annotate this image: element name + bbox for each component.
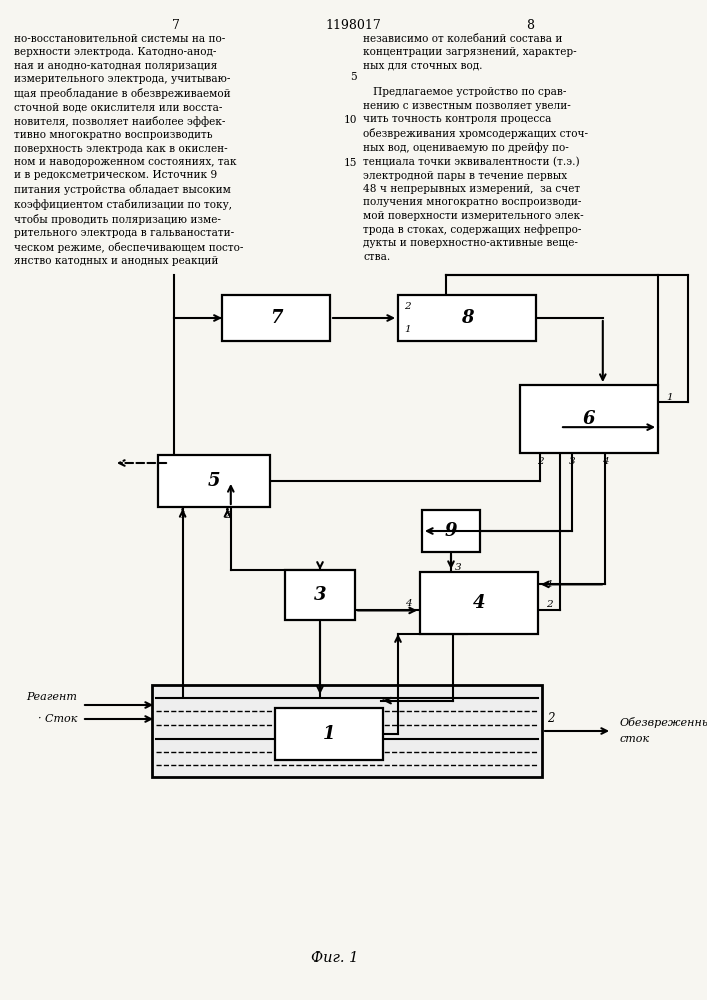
Text: 2: 2 — [224, 512, 230, 520]
Text: 2: 2 — [547, 712, 554, 726]
Bar — [158, 455, 270, 507]
Text: 4: 4 — [473, 594, 485, 612]
Bar — [222, 295, 330, 341]
Text: · Сток: · Сток — [37, 714, 77, 724]
Text: 2: 2 — [537, 456, 543, 466]
Text: 1: 1 — [666, 393, 672, 402]
Text: 2: 2 — [404, 302, 411, 311]
Bar — [275, 708, 383, 760]
Text: 10: 10 — [344, 115, 357, 125]
Bar — [422, 510, 480, 552]
Text: 1: 1 — [323, 725, 335, 743]
Text: 3: 3 — [568, 456, 575, 466]
Text: 4: 4 — [602, 456, 608, 466]
Text: 8: 8 — [461, 309, 473, 327]
Text: 9: 9 — [445, 522, 457, 540]
Text: но-восстановительной системы на по-
верхности электрода. Катодно-анод-
ная и ано: но-восстановительной системы на по- верх… — [14, 34, 243, 266]
Text: 1: 1 — [404, 325, 411, 334]
Text: независимо от колебаний состава и
концентрации загрязнений, характер-
ных для ст: независимо от колебаний состава и концен… — [363, 34, 588, 262]
Text: 1198017: 1198017 — [325, 19, 381, 32]
Text: 1: 1 — [180, 512, 186, 520]
Text: Обезвреженный: Обезвреженный — [620, 718, 707, 728]
Bar — [285, 570, 355, 620]
Bar — [152, 685, 542, 777]
Text: 7: 7 — [270, 309, 282, 327]
Text: Фиг. 1: Фиг. 1 — [311, 951, 358, 965]
Text: 3: 3 — [455, 562, 462, 572]
Text: Реагент: Реагент — [26, 692, 77, 702]
Text: 15: 15 — [344, 158, 357, 168]
Text: 3: 3 — [314, 586, 326, 604]
Text: 1: 1 — [546, 580, 553, 589]
Text: 7: 7 — [172, 19, 180, 32]
Text: 6: 6 — [583, 410, 595, 428]
Text: сток: сток — [620, 734, 650, 744]
Text: 2: 2 — [546, 600, 553, 609]
Text: 8: 8 — [526, 19, 534, 32]
Bar — [398, 295, 536, 341]
Text: 5: 5 — [208, 472, 221, 490]
Text: 5: 5 — [351, 72, 357, 82]
Text: 4: 4 — [404, 599, 411, 608]
Bar — [520, 385, 658, 453]
Bar — [420, 572, 538, 634]
